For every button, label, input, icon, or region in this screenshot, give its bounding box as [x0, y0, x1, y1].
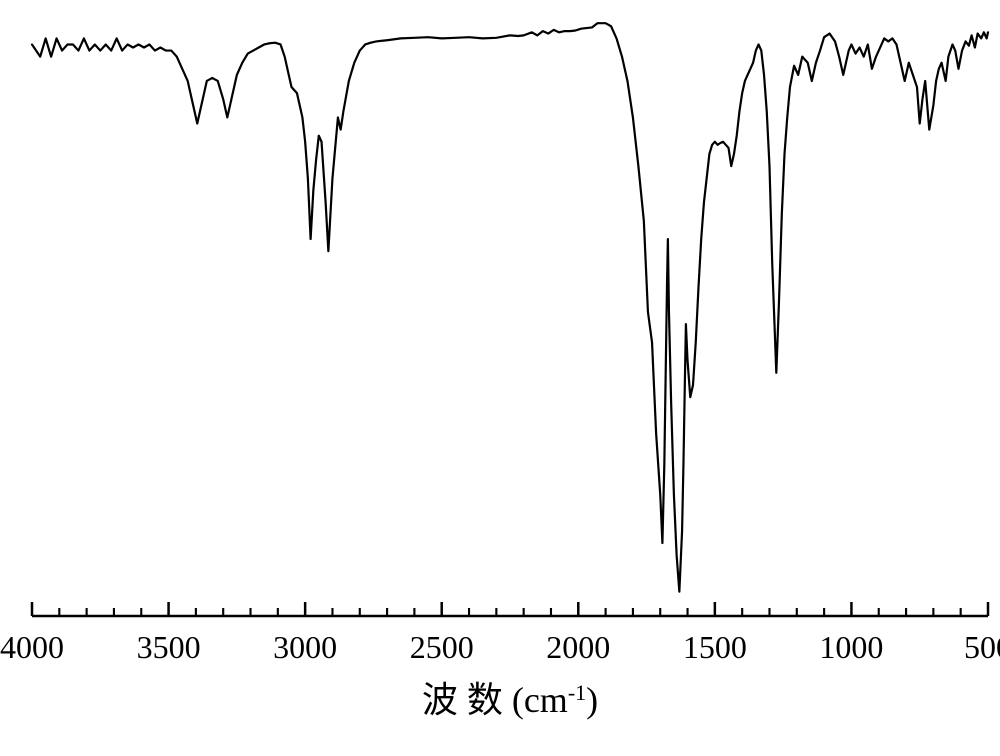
- x-tick-label: 1500: [683, 629, 747, 665]
- x-axis-label: 波 数 (cm-1): [422, 680, 598, 721]
- ir-spectrum-chart: 4000 3500 3000 2500 2000 1500 1000 500 波 数 (cm-1…: [0, 0, 1000, 756]
- x-tick-label: 500: [964, 629, 1000, 665]
- x-tick-label: 3000: [273, 629, 337, 665]
- x-tick-label: 1000: [819, 629, 883, 665]
- x-tick-label: 4000: [0, 629, 64, 665]
- spectrum-svg: 4000 3500 3000 2500 2000 1500 1000 500 波 数 (cm-1…: [0, 0, 1000, 756]
- spectrum-trace: [32, 23, 988, 591]
- x-tick-label: 2000: [546, 629, 610, 665]
- x-tick-label: 2500: [410, 629, 474, 665]
- x-tick-label: 3500: [137, 629, 201, 665]
